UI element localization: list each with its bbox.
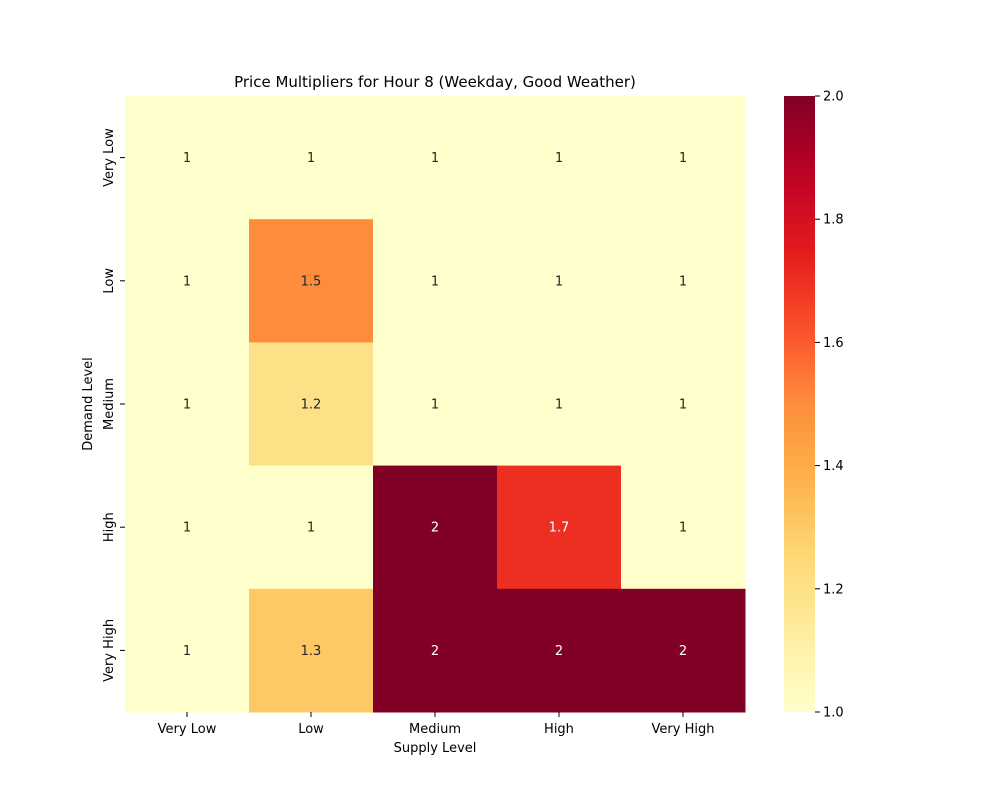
x-tick-label: Very Low bbox=[158, 722, 217, 737]
cell-value-label: 2 bbox=[679, 644, 687, 659]
cell-value-label: 1 bbox=[679, 521, 687, 536]
x-tick-label: Medium bbox=[409, 722, 461, 737]
cell-value-label: 1 bbox=[679, 274, 687, 289]
cell-value-label: 1 bbox=[183, 644, 191, 659]
heatmap-cell bbox=[373, 219, 498, 343]
y-axis-label: Demand Level bbox=[81, 357, 96, 451]
cell-value-label: 1 bbox=[555, 274, 563, 289]
cell-value-label: 1.3 bbox=[301, 644, 322, 659]
y-axis-ticks: Very Low Low Medium High Very High bbox=[102, 128, 125, 682]
heatmap-cell bbox=[125, 96, 250, 220]
x-tick-label: Low bbox=[298, 722, 324, 737]
heatmap-cell bbox=[125, 588, 250, 713]
cell-value-label: 2 bbox=[431, 521, 439, 536]
heatmap-cell bbox=[373, 96, 498, 220]
x-axis-label: Supply Level bbox=[394, 741, 477, 756]
heatmap-cells: 1 1 1 1 1 1 1.5 1 1 1 1 1.2 1 1 1 1 1 2 1.7 1 1 1.3 2 2 2 bbox=[125, 96, 746, 713]
cell-value-label: 1 bbox=[431, 274, 439, 289]
y-tick-label: Very Low bbox=[102, 128, 117, 187]
colorbar-ticks: 1.0 1.2 1.4 1.6 1.8 2.0 bbox=[815, 90, 844, 721]
colorbar-tick-label: 1.6 bbox=[823, 336, 844, 351]
heatmap-cell bbox=[373, 588, 498, 713]
colorbar-tick-label: 1.0 bbox=[823, 706, 844, 721]
cell-value-label: 1 bbox=[183, 398, 191, 413]
cell-value-label: 1.2 bbox=[301, 398, 322, 413]
heatmap-cell bbox=[621, 219, 746, 343]
y-tick-label: Low bbox=[102, 268, 117, 294]
heatmap-cell bbox=[249, 588, 374, 713]
cell-value-label: 1 bbox=[183, 521, 191, 536]
cell-value-label: 1 bbox=[431, 398, 439, 413]
heatmap-cell bbox=[497, 219, 622, 343]
heatmap-cell bbox=[249, 219, 374, 343]
heatmap-cell bbox=[621, 465, 746, 590]
heatmap-cell bbox=[621, 588, 746, 713]
cell-value-label: 1 bbox=[307, 151, 315, 166]
heatmap-cell bbox=[373, 342, 498, 467]
heatmap-cell bbox=[125, 342, 250, 467]
heatmap-cell bbox=[497, 96, 622, 220]
cell-value-label: 2 bbox=[555, 644, 563, 659]
heatmap-cell bbox=[125, 465, 250, 590]
chart-title: Price Multipliers for Hour 8 (Weekday, G… bbox=[234, 73, 636, 91]
cell-value-label: 1 bbox=[431, 151, 439, 166]
y-tick-label: Very High bbox=[102, 619, 117, 682]
cell-value-label: 1 bbox=[679, 398, 687, 413]
colorbar bbox=[784, 96, 815, 712]
x-tick-label: Very High bbox=[652, 722, 715, 737]
heatmap-cell bbox=[497, 588, 622, 713]
cell-value-label: 1 bbox=[183, 274, 191, 289]
colorbar-tick-label: 1.2 bbox=[823, 582, 844, 597]
cell-value-label: 1 bbox=[307, 521, 315, 536]
cell-value-label: 1.7 bbox=[549, 521, 570, 536]
colorbar-tick-label: 1.8 bbox=[823, 213, 844, 228]
colorbar-tick-label: 1.4 bbox=[823, 459, 844, 474]
y-tick-label: High bbox=[102, 512, 117, 542]
cell-value-label: 1 bbox=[555, 151, 563, 166]
heatmap-cell bbox=[249, 342, 374, 467]
heatmap-cell bbox=[373, 465, 498, 590]
cell-value-label: 2 bbox=[431, 644, 439, 659]
heatmap-cell bbox=[249, 96, 374, 220]
heatmap-cell bbox=[125, 219, 250, 343]
cell-value-label: 1 bbox=[183, 151, 191, 166]
cell-value-label: 1 bbox=[555, 398, 563, 413]
y-tick-label: Medium bbox=[102, 378, 117, 430]
cell-value-label: 1 bbox=[679, 151, 687, 166]
x-tick-label: High bbox=[544, 722, 574, 737]
heatmap-cell bbox=[497, 342, 622, 467]
cell-value-label: 1.5 bbox=[301, 274, 322, 289]
x-axis-ticks: Very Low Low Medium High Very High bbox=[158, 712, 715, 737]
heatmap-cell bbox=[621, 342, 746, 467]
heatmap-cell bbox=[621, 96, 746, 220]
heatmap-cell bbox=[497, 465, 622, 590]
colorbar-tick-label: 2.0 bbox=[823, 90, 844, 105]
heatmap-cell bbox=[249, 465, 374, 590]
